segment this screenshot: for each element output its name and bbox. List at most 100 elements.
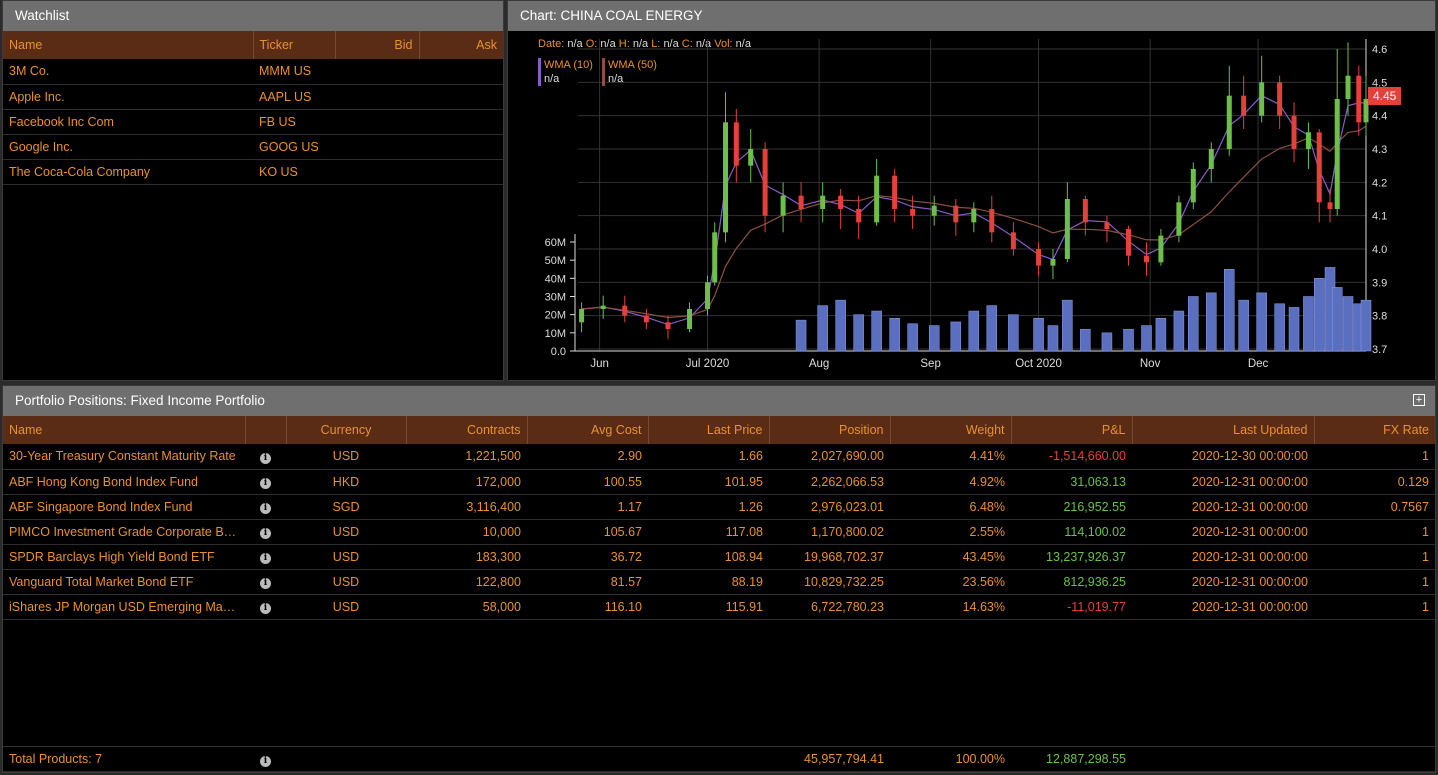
volume-bar — [1331, 287, 1343, 352]
avg-cost: 1.17 — [527, 494, 648, 520]
info-icon[interactable]: i — [260, 603, 271, 614]
row-ticker: AAPL US — [253, 84, 335, 110]
info-icon[interactable]: i — [260, 503, 271, 514]
contracts: 10,000 — [406, 519, 527, 545]
position-name: 30-Year Treasury Constant Maturity Rate — [3, 444, 245, 470]
row-name: Google Inc. — [3, 134, 253, 160]
position-row[interactable]: ABF Singapore Bond Index Fund i SGD 3,11… — [3, 494, 1435, 520]
position-row[interactable]: Vanguard Total Market Bond ETF i USD 122… — [3, 569, 1435, 595]
candle-body — [838, 195, 844, 209]
weight: 43.45% — [890, 544, 1011, 570]
volume-bar — [1303, 296, 1314, 352]
col-name[interactable]: Name — [3, 31, 254, 59]
currency: USD — [286, 519, 406, 545]
position-name: SPDR Barclays High Yield Bond ETF — [3, 544, 245, 570]
col-header[interactable]: Avg Cost — [527, 416, 649, 444]
wma10-value: n/a — [544, 73, 560, 85]
contracts: 1,221,500 — [406, 444, 527, 470]
wma10-legend: WMA (10) n/a — [538, 58, 593, 86]
volume-bar — [1342, 296, 1354, 352]
last-price: 117.08 — [648, 519, 769, 545]
last-price: 108.94 — [648, 544, 769, 570]
watchlist-row[interactable]: Google Inc. GOOG US — [3, 134, 503, 160]
candle-body — [723, 122, 729, 233]
col-header[interactable] — [245, 416, 287, 444]
volume-bar — [1155, 318, 1167, 352]
info-icon[interactable]: i — [260, 528, 271, 539]
col-header[interactable]: Position — [769, 416, 891, 444]
watchlist-row[interactable]: The Coca-Cola Company KO US — [3, 159, 503, 185]
total-products: Total Products: 7 — [3, 746, 245, 772]
high-label: H: — [618, 38, 630, 50]
candle-body — [579, 309, 585, 323]
info-icon[interactable]: i — [260, 452, 271, 464]
contracts: 58,000 — [406, 594, 527, 620]
volume-tick-label: 10M — [545, 328, 566, 340]
col-header[interactable]: Last Price — [648, 416, 770, 444]
pnl: 114,100.02 — [1011, 519, 1132, 545]
candle-body — [1259, 82, 1265, 116]
price-tick-label: 4.2 — [1372, 177, 1387, 189]
candle-body — [989, 209, 995, 233]
volume-bar — [1062, 299, 1073, 352]
row-bid — [335, 159, 419, 185]
chart-title: Chart: CHINA COAL ENERGY — [508, 1, 1435, 31]
position-name: Vanguard Total Market Bond ETF — [3, 569, 245, 595]
high-value: n/a — [632, 38, 649, 50]
col-bid[interactable]: Bid — [335, 31, 420, 59]
last-updated: 2020-12-31 00:00:00 — [1132, 594, 1314, 620]
weight: 4.92% — [890, 469, 1011, 495]
candle-body — [1327, 202, 1333, 209]
watchlist-row[interactable]: Apple Inc. AAPL US — [3, 84, 503, 110]
position-row[interactable]: PIMCO Investment Grade Corporate Bond i … — [3, 519, 1435, 545]
col-header[interactable]: Currency — [286, 416, 407, 444]
volume-bar — [1206, 292, 1217, 352]
position-row[interactable]: 30-Year Treasury Constant Maturity Rate … — [3, 444, 1435, 470]
watchlist-title: Watchlist — [3, 1, 503, 31]
watchlist-row[interactable]: 3M Co. MMM US — [3, 59, 503, 85]
pnl: 216,952.55 — [1011, 494, 1132, 520]
col-header[interactable]: Weight — [890, 416, 1012, 444]
info-icon[interactable]: i — [260, 478, 271, 489]
volume-bar — [1238, 299, 1249, 352]
col-header[interactable]: P&L — [1011, 416, 1133, 444]
volume-bar — [907, 323, 918, 352]
position: 19,968,702.37 — [769, 544, 890, 570]
watchlist-row[interactable]: Facebook Inc Com FB US — [3, 109, 503, 135]
position-row[interactable]: ABF Hong Kong Bond Index Fund i HKD 172,… — [3, 469, 1435, 495]
candle-body — [1126, 229, 1132, 256]
avg-cost: 2.90 — [527, 444, 648, 470]
avg-cost: 36.72 — [527, 544, 648, 570]
volume-bar — [1313, 278, 1325, 352]
low-value: n/a — [663, 38, 679, 50]
volume-bar — [928, 325, 940, 352]
candle-body — [748, 149, 754, 166]
position-row[interactable]: iShares JP Morgan USD Emerging Markets B… — [3, 594, 1435, 620]
col-header[interactable]: FX Rate — [1314, 416, 1435, 444]
info-icon[interactable]: i — [260, 755, 271, 767]
volume-bar — [1224, 269, 1235, 352]
col-ticker[interactable]: Ticker — [253, 31, 336, 59]
col-header[interactable]: Last Updated — [1132, 416, 1315, 444]
col-ask[interactable]: Ask — [419, 31, 503, 59]
contracts: 172,000 — [406, 469, 527, 495]
info-icon[interactable]: i — [260, 578, 271, 589]
open-label: O: — [585, 38, 598, 50]
info-icon[interactable]: i — [260, 553, 271, 564]
price-tick-label: 4.3 — [1372, 144, 1387, 156]
volume-tick-label: 30M — [545, 292, 566, 304]
expand-icon[interactable]: + — [1413, 394, 1425, 406]
col-header[interactable]: Name — [3, 416, 246, 444]
avg-cost: 81.57 — [527, 569, 648, 595]
col-header[interactable]: Contracts — [406, 416, 528, 444]
vol-value: n/a — [735, 38, 751, 50]
x-tick-label: Sep — [920, 358, 940, 370]
position-row[interactable]: SPDR Barclays High Yield Bond ETF i USD … — [3, 544, 1435, 570]
last-price: 88.19 — [648, 569, 769, 595]
position-name: ABF Hong Kong Bond Index Fund — [3, 469, 245, 495]
position: 2,262,066.53 — [769, 469, 890, 495]
candle-body — [1208, 149, 1214, 169]
candlestick-chart[interactable]: 3.7 3.8 3.9 4.0 4.1 4.2 4.3 4.4 4.5 4.6 Jun Jul 202… — [508, 31, 1435, 380]
currency: HKD — [286, 469, 406, 495]
candle-body — [1363, 99, 1369, 123]
